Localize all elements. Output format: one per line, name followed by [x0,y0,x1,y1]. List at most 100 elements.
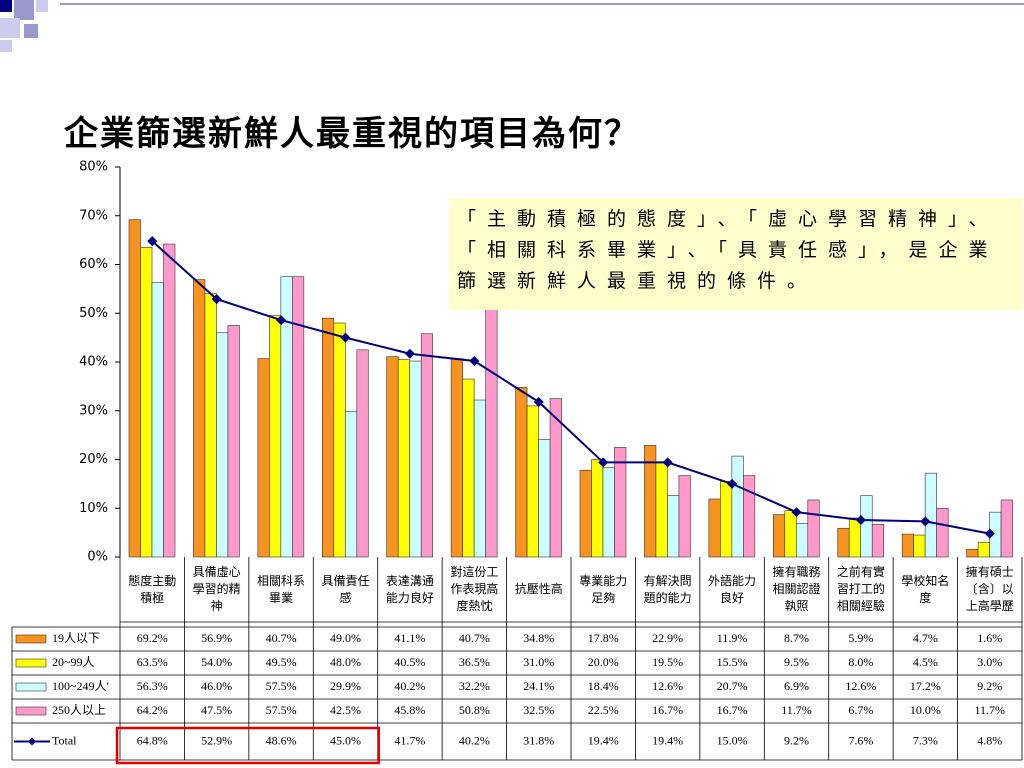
data-label: 48.6% [266,733,297,747]
legend-key [15,706,47,716]
data-label: 49.5% [266,655,297,669]
bar [193,279,206,558]
bar [473,399,486,558]
data-label: 41.7% [394,733,425,747]
data-label: 9.2% [977,679,1002,693]
bar [977,542,990,558]
annotation: 「主動積極的態度」、「虛心學習精神」、「相關科系畢業」、「具責任感」，是企業篩選… [449,198,1023,310]
y-tick-label: 10% [79,501,108,516]
legend-key [15,634,47,644]
bar [720,481,733,558]
line [151,240,990,535]
bar [678,475,691,558]
legend-key [15,682,47,692]
bar [386,356,399,558]
data-label: 12.6% [845,679,876,693]
y-tick-label: 70% [79,208,108,223]
x-tick-label: 之前有實習打工的相關經驗 [836,565,885,613]
bar [397,359,411,558]
bar [807,499,820,558]
bar [667,495,680,558]
data-label: 11.7% [975,703,1006,717]
data-label: 8.7% [784,631,809,645]
line-marker [984,528,995,539]
data-label: 45.8% [394,703,425,717]
data-label: 18.4% [588,679,619,693]
line-marker [662,457,673,468]
data-label: 48.0% [330,655,361,669]
x-tick-label: 抗壓性高 [514,582,563,596]
bar [549,398,562,558]
bar [966,548,979,558]
decor [24,24,38,38]
data-label: 32.5% [523,703,554,717]
data-label: 49.0% [330,631,361,645]
line-marker [727,478,738,489]
legend-label: 20~99人 [52,655,95,669]
bar [321,317,335,558]
bar [795,523,809,558]
x-tick-label: 外語能力良好 [708,573,757,605]
line-marker [598,457,609,468]
bar [257,358,270,558]
data-label: 24.1% [523,679,554,693]
data-label: 34.8% [523,631,554,645]
legend-key [28,737,36,746]
bar [579,469,592,558]
decor [0,40,12,52]
data-label: 7.6% [848,733,873,747]
bar [269,315,282,558]
data-label: 54.0% [201,655,232,669]
bar [913,534,926,558]
y-tick-label: 0% [87,550,108,565]
chart-title: 企業篩選新鮮人最重視的項目為何？ [64,114,640,154]
data-label: 4.8% [977,733,1002,747]
legend-label: 100~249人' [52,679,109,693]
bar [591,459,604,558]
data-label: 36.5% [459,655,490,669]
data-label: 29.9% [330,679,361,693]
bar [216,332,229,558]
line-marker [791,507,802,518]
bar [450,358,463,558]
x-tick-label: 相關科系畢業 [257,573,306,605]
decor [14,0,34,20]
bar [614,447,627,558]
data-label: 40.7% [459,631,490,645]
bar [860,495,873,558]
bar [526,405,539,558]
data-label: 10.0% [910,703,941,717]
bar [708,498,721,558]
bar [743,475,756,558]
y-tick-label: 30% [79,403,108,418]
line-marker [211,294,222,305]
line-marker [533,396,544,407]
legend-key [15,658,47,668]
data-label: 69.2% [137,631,168,645]
bar [924,472,937,558]
data-label: 31.8% [523,733,554,747]
data-label: 46.0% [201,679,232,693]
bar [128,219,141,558]
bar [901,533,914,558]
data-label: 8.0% [848,655,873,669]
decor [0,18,20,38]
decor [0,0,12,12]
data-label: 11.7% [781,703,812,717]
data-label: 64.8% [137,733,168,747]
decor [36,0,48,12]
bar [1000,499,1013,558]
data-label: 6.7% [848,703,873,717]
x-tick-label: 擁有職務相關認證執照 [772,565,821,613]
data-label: 40.2% [459,733,490,747]
data-label: 1.6% [977,631,1002,645]
bar [515,387,528,558]
y-tick-label: 60% [79,257,108,272]
bar [772,514,786,558]
data-label: 5.9% [848,631,873,645]
data-label: 31.0% [523,655,554,669]
bar [420,333,434,558]
data-label: 47.5% [201,703,232,717]
data-label: 63.5% [137,655,168,669]
